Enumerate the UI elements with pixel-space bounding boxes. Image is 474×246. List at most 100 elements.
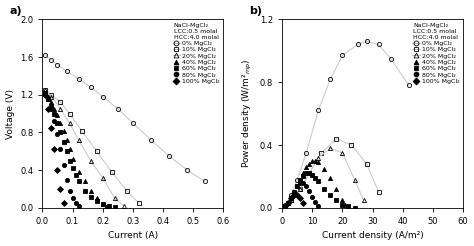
0% MgCl₂: [64, 70, 69, 73]
40% MgCl₂: [58, 122, 64, 124]
100% MgCl₂: [61, 202, 66, 205]
20% MgCl₂: [76, 138, 82, 141]
0% MgCl₂: [316, 109, 321, 112]
80% MgCl₂: [46, 98, 51, 101]
60% MgCl₂: [73, 173, 78, 176]
0% MgCl₂: [355, 43, 360, 46]
100% MgCl₂: [288, 197, 294, 200]
60% MgCl₂: [306, 172, 312, 175]
80% MgCl₂: [288, 197, 294, 200]
0% MgCl₂: [303, 151, 309, 154]
40% MgCl₂: [301, 172, 306, 175]
40% MgCl₂: [64, 138, 69, 141]
60% MgCl₂: [67, 159, 73, 162]
10% MgCl₂: [283, 205, 288, 208]
0% MgCl₂: [288, 194, 294, 197]
40% MgCl₂: [94, 197, 100, 200]
100% MgCl₂: [292, 194, 297, 197]
60% MgCl₂: [310, 173, 315, 176]
100% MgCl₂: [46, 108, 51, 110]
80% MgCl₂: [303, 184, 309, 187]
60% MgCl₂: [297, 178, 303, 181]
40% MgCl₂: [297, 178, 303, 181]
10% MgCl₂: [79, 129, 84, 132]
20% MgCl₂: [297, 187, 303, 190]
Line: 10% MgCl₂: 10% MgCl₂: [283, 137, 381, 208]
100% MgCl₂: [297, 197, 303, 200]
X-axis label: Current density (A/m²): Current density (A/m²): [322, 231, 423, 240]
60% MgCl₂: [112, 205, 118, 208]
20% MgCl₂: [121, 204, 127, 207]
40% MgCl₂: [70, 157, 75, 160]
20% MgCl₂: [67, 122, 73, 124]
100% MgCl₂: [301, 202, 306, 205]
20% MgCl₂: [288, 199, 294, 201]
60% MgCl₂: [43, 92, 48, 94]
100% MgCl₂: [55, 169, 60, 172]
0% MgCl₂: [55, 63, 60, 66]
40% MgCl₂: [292, 191, 297, 194]
40% MgCl₂: [55, 114, 60, 117]
0% MgCl₂: [43, 54, 48, 57]
20% MgCl₂: [339, 151, 345, 154]
40% MgCl₂: [103, 205, 109, 208]
60% MgCl₂: [321, 187, 327, 190]
20% MgCl₂: [100, 176, 106, 179]
60% MgCl₂: [70, 167, 75, 170]
60% MgCl₂: [100, 203, 106, 206]
0% MgCl₂: [283, 203, 288, 206]
60% MgCl₂: [61, 140, 66, 143]
80% MgCl₂: [61, 164, 66, 167]
Line: 80% MgCl₂: 80% MgCl₂: [43, 91, 81, 208]
Line: 100% MgCl₂: 100% MgCl₂: [43, 93, 65, 205]
10% MgCl₂: [306, 172, 312, 175]
10% MgCl₂: [109, 170, 115, 173]
Y-axis label: Voltage (V): Voltage (V): [6, 89, 15, 138]
Line: 0% MgCl₂: 0% MgCl₂: [283, 39, 411, 207]
40% MgCl₂: [100, 203, 106, 206]
80% MgCl₂: [301, 181, 306, 184]
80% MgCl₂: [70, 197, 75, 200]
40% MgCl₂: [52, 108, 57, 110]
10% MgCl₂: [376, 191, 382, 194]
40% MgCl₂: [316, 161, 321, 164]
20% MgCl₂: [283, 205, 288, 208]
60% MgCl₂: [294, 184, 300, 187]
Line: 60% MgCl₂: 60% MgCl₂: [43, 91, 117, 209]
60% MgCl₂: [94, 200, 100, 203]
80% MgCl₂: [310, 195, 315, 198]
10% MgCl₂: [67, 112, 73, 115]
100% MgCl₂: [49, 126, 55, 129]
60% MgCl₂: [285, 202, 291, 205]
Line: 100% MgCl₂: 100% MgCl₂: [283, 193, 305, 208]
40% MgCl₂: [312, 159, 318, 162]
Line: 10% MgCl₂: 10% MgCl₂: [43, 88, 141, 205]
40% MgCl₂: [294, 184, 300, 187]
40% MgCl₂: [328, 177, 333, 180]
40% MgCl₂: [321, 167, 327, 170]
40% MgCl₂: [67, 148, 73, 151]
Line: 80% MgCl₂: 80% MgCl₂: [283, 181, 320, 208]
0% MgCl₂: [364, 40, 369, 43]
20% MgCl₂: [352, 178, 357, 181]
40% MgCl₂: [61, 129, 66, 132]
20% MgCl₂: [361, 199, 366, 201]
60% MgCl₂: [76, 180, 82, 183]
20% MgCl₂: [88, 159, 93, 162]
60% MgCl₂: [106, 204, 111, 207]
60% MgCl₂: [283, 205, 288, 208]
0% MgCl₂: [100, 95, 106, 98]
60% MgCl₂: [346, 205, 351, 208]
10% MgCl₂: [49, 93, 55, 96]
0% MgCl₂: [148, 138, 154, 141]
10% MgCl₂: [364, 162, 369, 165]
0% MgCl₂: [202, 180, 208, 183]
80% MgCl₂: [285, 202, 291, 205]
40% MgCl₂: [283, 205, 288, 208]
80% MgCl₂: [52, 120, 57, 123]
40% MgCl₂: [82, 180, 88, 183]
40% MgCl₂: [306, 162, 312, 165]
60% MgCl₂: [303, 172, 309, 175]
40% MgCl₂: [334, 187, 339, 190]
Line: 40% MgCl₂: 40% MgCl₂: [283, 159, 347, 208]
